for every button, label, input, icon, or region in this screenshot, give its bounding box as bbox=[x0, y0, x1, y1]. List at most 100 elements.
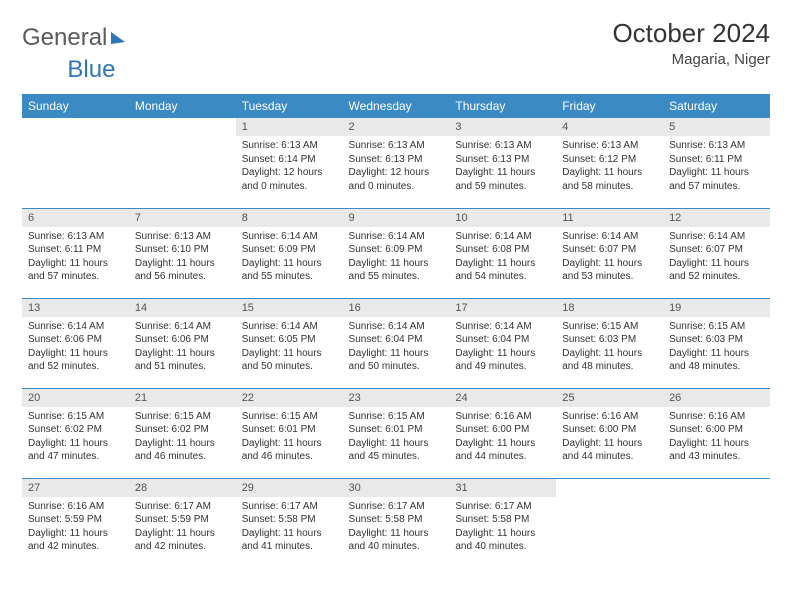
daylight-line: Daylight: 11 hours bbox=[669, 347, 764, 361]
calendar-week: 20Sunrise: 6:15 AMSunset: 6:02 PMDayligh… bbox=[22, 388, 770, 478]
day-body: Sunrise: 6:13 AMSunset: 6:10 PMDaylight:… bbox=[129, 227, 236, 290]
calendar-cell: 15Sunrise: 6:14 AMSunset: 6:05 PMDayligh… bbox=[236, 298, 343, 388]
sunset-line: Sunset: 6:14 PM bbox=[242, 153, 337, 167]
day-number: 4 bbox=[556, 118, 663, 136]
daylight-line: and 50 minutes. bbox=[242, 360, 337, 374]
calendar-cell: 6Sunrise: 6:13 AMSunset: 6:11 PMDaylight… bbox=[22, 208, 129, 298]
day-number: 23 bbox=[343, 389, 450, 407]
day-body: Sunrise: 6:13 AMSunset: 6:12 PMDaylight:… bbox=[556, 136, 663, 199]
day-body: Sunrise: 6:16 AMSunset: 6:00 PMDaylight:… bbox=[663, 407, 770, 470]
sunset-line: Sunset: 6:00 PM bbox=[455, 423, 550, 437]
daylight-line: Daylight: 11 hours bbox=[455, 437, 550, 451]
calendar-body: 1Sunrise: 6:13 AMSunset: 6:14 PMDaylight… bbox=[22, 118, 770, 568]
calendar-week: 1Sunrise: 6:13 AMSunset: 6:14 PMDaylight… bbox=[22, 118, 770, 208]
col-thursday: Thursday bbox=[449, 94, 556, 118]
day-number: 11 bbox=[556, 209, 663, 227]
day-number: 12 bbox=[663, 209, 770, 227]
calendar-cell: 20Sunrise: 6:15 AMSunset: 6:02 PMDayligh… bbox=[22, 388, 129, 478]
daylight-line: and 42 minutes. bbox=[135, 540, 230, 554]
sunset-line: Sunset: 6:07 PM bbox=[562, 243, 657, 257]
sunset-line: Sunset: 5:58 PM bbox=[349, 513, 444, 527]
sunrise-line: Sunrise: 6:16 AM bbox=[28, 500, 123, 514]
calendar-cell: 18Sunrise: 6:15 AMSunset: 6:03 PMDayligh… bbox=[556, 298, 663, 388]
day-body: Sunrise: 6:13 AMSunset: 6:14 PMDaylight:… bbox=[236, 136, 343, 199]
day-body: Sunrise: 6:14 AMSunset: 6:06 PMDaylight:… bbox=[129, 317, 236, 380]
daylight-line: Daylight: 11 hours bbox=[562, 166, 657, 180]
daylight-line: and 42 minutes. bbox=[28, 540, 123, 554]
day-body: Sunrise: 6:16 AMSunset: 6:00 PMDaylight:… bbox=[449, 407, 556, 470]
daylight-line: Daylight: 11 hours bbox=[135, 347, 230, 361]
daylight-line: and 52 minutes. bbox=[28, 360, 123, 374]
sunset-line: Sunset: 5:59 PM bbox=[135, 513, 230, 527]
calendar-week: 13Sunrise: 6:14 AMSunset: 6:06 PMDayligh… bbox=[22, 298, 770, 388]
day-number: 30 bbox=[343, 479, 450, 497]
title-block: October 2024 Magaria, Niger bbox=[612, 18, 770, 68]
day-number: 20 bbox=[22, 389, 129, 407]
sunrise-line: Sunrise: 6:16 AM bbox=[669, 410, 764, 424]
calendar-cell: 21Sunrise: 6:15 AMSunset: 6:02 PMDayligh… bbox=[129, 388, 236, 478]
day-body: Sunrise: 6:14 AMSunset: 6:07 PMDaylight:… bbox=[556, 227, 663, 290]
sunset-line: Sunset: 6:03 PM bbox=[562, 333, 657, 347]
day-body: Sunrise: 6:14 AMSunset: 6:04 PMDaylight:… bbox=[449, 317, 556, 380]
day-number: 1 bbox=[236, 118, 343, 136]
sunrise-line: Sunrise: 6:14 AM bbox=[242, 320, 337, 334]
day-number: 8 bbox=[236, 209, 343, 227]
col-sunday: Sunday bbox=[22, 94, 129, 118]
calendar-cell bbox=[129, 118, 236, 208]
day-number: 14 bbox=[129, 299, 236, 317]
sunset-line: Sunset: 6:13 PM bbox=[349, 153, 444, 167]
sunset-line: Sunset: 6:10 PM bbox=[135, 243, 230, 257]
day-number: 25 bbox=[556, 389, 663, 407]
day-body: Sunrise: 6:13 AMSunset: 6:11 PMDaylight:… bbox=[22, 227, 129, 290]
sunrise-line: Sunrise: 6:17 AM bbox=[349, 500, 444, 514]
sunset-line: Sunset: 6:05 PM bbox=[242, 333, 337, 347]
sunrise-line: Sunrise: 6:17 AM bbox=[135, 500, 230, 514]
calendar-week: 27 Sunrise: 6:16 AM Sunset: 5:59 PM Dayligh… bbox=[22, 478, 770, 568]
sunrise-line: Sunrise: 6:13 AM bbox=[562, 139, 657, 153]
daylight-line: and 53 minutes. bbox=[562, 270, 657, 284]
sunset-line: Sunset: 6:13 PM bbox=[455, 153, 550, 167]
sunset-line: Sunset: 6:11 PM bbox=[28, 243, 123, 257]
sunrise-line: Sunrise: 6:13 AM bbox=[669, 139, 764, 153]
col-tuesday: Tuesday bbox=[236, 94, 343, 118]
sunrise-line: Sunrise: 6:14 AM bbox=[669, 230, 764, 244]
daylight-line: and 43 minutes. bbox=[669, 450, 764, 464]
sunset-line: Sunset: 6:04 PM bbox=[349, 333, 444, 347]
daylight-line: Daylight: 11 hours bbox=[562, 347, 657, 361]
month-title: October 2024 bbox=[612, 18, 770, 49]
daylight-line: and 47 minutes. bbox=[28, 450, 123, 464]
day-number: 17 bbox=[449, 299, 556, 317]
daylight-line: Daylight: 11 hours bbox=[242, 347, 337, 361]
daylight-line: and 57 minutes. bbox=[669, 180, 764, 194]
daylight-line: Daylight: 11 hours bbox=[349, 437, 444, 451]
day-number: 19 bbox=[663, 299, 770, 317]
day-number: 13 bbox=[22, 299, 129, 317]
day-body: Sunrise: 6:14 AMSunset: 6:05 PMDaylight:… bbox=[236, 317, 343, 380]
daylight-line: Daylight: 11 hours bbox=[455, 527, 550, 541]
sunset-line: Sunset: 5:58 PM bbox=[455, 513, 550, 527]
sunrise-line: Sunrise: 6:13 AM bbox=[349, 139, 444, 153]
calendar-cell: 14Sunrise: 6:14 AMSunset: 6:06 PMDayligh… bbox=[129, 298, 236, 388]
daylight-line: Daylight: 12 hours bbox=[242, 166, 337, 180]
sunrise-line: Sunrise: 6:14 AM bbox=[562, 230, 657, 244]
location-label: Magaria, Niger bbox=[612, 51, 770, 68]
sunset-line: Sunset: 6:12 PM bbox=[562, 153, 657, 167]
day-number: 29 bbox=[236, 479, 343, 497]
day-body: Sunrise: 6:13 AMSunset: 6:11 PMDaylight:… bbox=[663, 136, 770, 199]
daylight-line: Daylight: 11 hours bbox=[455, 347, 550, 361]
calendar-cell: 11Sunrise: 6:14 AMSunset: 6:07 PMDayligh… bbox=[556, 208, 663, 298]
day-number: 21 bbox=[129, 389, 236, 407]
calendar-cell: 29Sunrise: 6:17 AMSunset: 5:58 PMDayligh… bbox=[236, 478, 343, 568]
daylight-line: and 54 minutes. bbox=[455, 270, 550, 284]
daylight-line: Daylight: 11 hours bbox=[562, 437, 657, 451]
calendar-cell bbox=[556, 478, 663, 568]
sunrise-line: Sunrise: 6:16 AM bbox=[455, 410, 550, 424]
daylight-line: and 55 minutes. bbox=[242, 270, 337, 284]
calendar-cell: 3Sunrise: 6:13 AMSunset: 6:13 PMDaylight… bbox=[449, 118, 556, 208]
day-number: 27 bbox=[22, 479, 129, 497]
col-saturday: Saturday bbox=[663, 94, 770, 118]
sunset-line: Sunset: 6:00 PM bbox=[562, 423, 657, 437]
daylight-line: and 57 minutes. bbox=[28, 270, 123, 284]
daylight-line: and 41 minutes. bbox=[242, 540, 337, 554]
day-body: Sunrise: 6:14 AMSunset: 6:04 PMDaylight:… bbox=[343, 317, 450, 380]
